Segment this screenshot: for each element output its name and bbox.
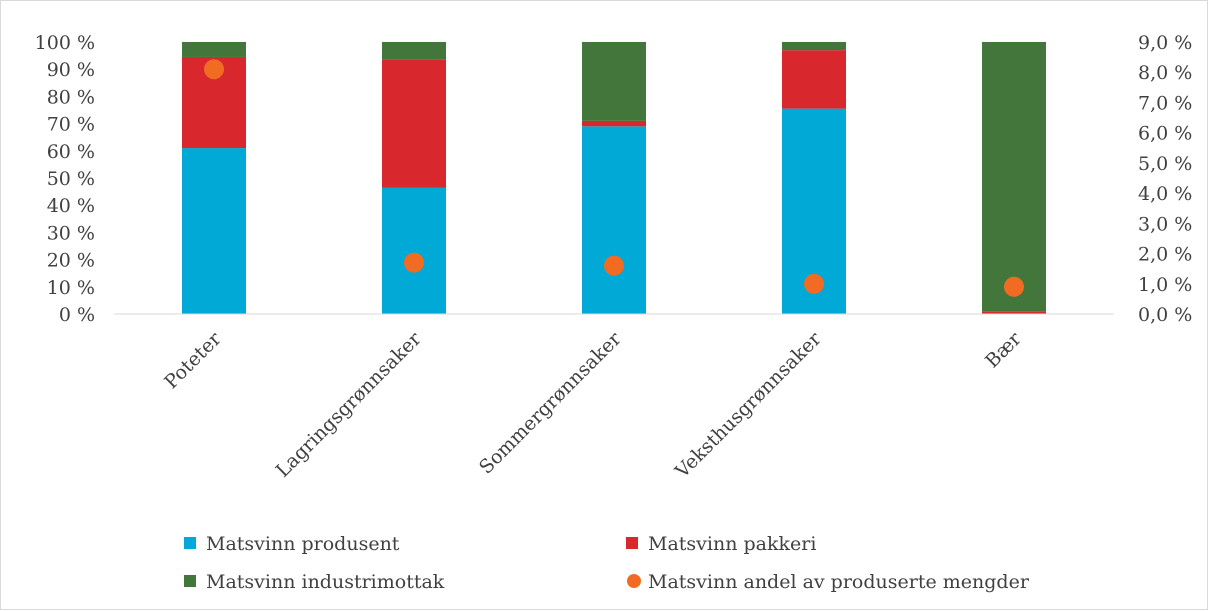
right-axis: 0,0 % 1,0 % 2,0 % 3,0 % 4,0 % 5,0 % 6,0 % 7,0 %… [1138, 32, 1192, 326]
left-tick-label: 30 % [47, 222, 95, 244]
legend-swatch [184, 537, 196, 549]
right-tick-label: 3,0 % [1138, 213, 1192, 235]
share-point [404, 252, 424, 273]
left-tick-label: 40 % [47, 195, 95, 217]
left-tick-label: 50 % [47, 168, 95, 190]
legend-swatch [184, 575, 196, 587]
left-tick-label: 60 % [47, 141, 95, 163]
right-tick-label: 9,0 % [1138, 32, 1192, 54]
legend-swatch [626, 537, 638, 549]
share-point [604, 255, 624, 276]
bar-segment-2 [982, 311, 1046, 314]
right-tick-label: 6,0 % [1138, 123, 1192, 145]
category-label: Poteter [160, 327, 226, 393]
bar-segment-2 [382, 59, 446, 188]
legend-label: Matsvinn pakkeri [648, 533, 816, 555]
right-tick-label: 0,0 % [1138, 304, 1192, 326]
share-point [204, 59, 224, 80]
right-tick-label: 5,0 % [1138, 153, 1192, 175]
left-tick-label: 0 % [59, 304, 95, 326]
legend-marker-point [627, 574, 641, 588]
right-tick-label: 8,0 % [1138, 62, 1192, 84]
left-tick-label: 20 % [47, 250, 95, 272]
left-tick-label: 10 % [47, 277, 95, 299]
points [204, 59, 1024, 297]
right-tick-label: 7,0 % [1138, 92, 1192, 114]
share-point [804, 273, 824, 294]
bar-segment-2 [782, 50, 846, 109]
left-tick-label: 80 % [47, 86, 95, 108]
category-label: Bær [981, 327, 1026, 372]
bar-segment-3 [382, 42, 446, 60]
bar-segment-2 [582, 120, 646, 127]
right-tick-label: 4,0 % [1138, 183, 1192, 205]
left-axis: 0 % 10 % 20 % 30 % 40 % 50 % 60 % 70 % 80 % 90 % 1… [35, 32, 95, 326]
legend-label: Matsvinn industrimottak [206, 571, 445, 593]
bars [182, 42, 1046, 314]
bar-segment-3 [782, 42, 846, 51]
category-label: Veksthusgrønnsaker [670, 327, 826, 483]
category-label: Sommergrønnsaker [475, 327, 626, 478]
bar-segment-3 [982, 42, 1046, 312]
right-tick-label: 2,0 % [1138, 244, 1192, 266]
bar-segment-3 [182, 42, 246, 57]
bar-segment-3 [582, 42, 646, 121]
bar-segment-1 [382, 187, 446, 314]
legend-label: Matsvinn produsent [206, 533, 400, 555]
left-tick-label: 90 % [47, 59, 95, 81]
legend-label: Matsvinn andel av produserte mengder [648, 571, 1030, 593]
category-labels: Poteter Lagringsgrønnsaker Sommergrønnsake… [160, 327, 1026, 483]
legend: Matsvinn produsent Matsvinn pakkeri Matsvi… [184, 533, 1030, 593]
share-point [1004, 276, 1024, 297]
bar-segment-1 [182, 148, 246, 314]
left-tick-label: 70 % [47, 114, 95, 136]
category-label: Lagringsgrønnsaker [272, 327, 426, 481]
bar-segment-1 [582, 126, 646, 314]
left-tick-label: 100 % [35, 32, 95, 54]
right-tick-label: 1,0 % [1138, 274, 1192, 296]
